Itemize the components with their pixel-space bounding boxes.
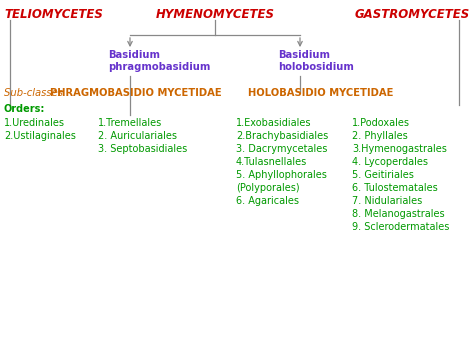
Text: GASTROMYCETES: GASTROMYCETES <box>355 8 470 21</box>
Text: 1.Tremellales: 1.Tremellales <box>98 118 162 128</box>
Text: Orders:: Orders: <box>4 104 46 114</box>
Text: 3. Septobasidiales: 3. Septobasidiales <box>98 144 187 154</box>
Text: Basidium: Basidium <box>278 50 330 60</box>
Text: 8. Melanogastrales: 8. Melanogastrales <box>352 209 445 219</box>
Text: Basidium: Basidium <box>108 50 160 60</box>
Text: HOLOBASIDIO MYCETIDAE: HOLOBASIDIO MYCETIDAE <box>248 88 393 98</box>
Text: 9. Sclerodermatales: 9. Sclerodermatales <box>352 222 449 232</box>
Text: 5. Geitiriales: 5. Geitiriales <box>352 170 414 180</box>
Text: 2. Phyllales: 2. Phyllales <box>352 131 408 141</box>
Text: 2.Brachybasidiales: 2.Brachybasidiales <box>236 131 328 141</box>
Text: holobosidium: holobosidium <box>278 62 354 72</box>
Text: 4. Lycoperdales: 4. Lycoperdales <box>352 157 428 167</box>
Text: 3. Dacrymycetales: 3. Dacrymycetales <box>236 144 328 154</box>
Text: 1.Uredinales: 1.Uredinales <box>4 118 65 128</box>
Text: phragmobasidium: phragmobasidium <box>108 62 210 72</box>
Text: 3.Hymenogastrales: 3.Hymenogastrales <box>352 144 447 154</box>
Text: 2.Ustilaginales: 2.Ustilaginales <box>4 131 76 141</box>
Text: 5. Aphyllophorales: 5. Aphyllophorales <box>236 170 327 180</box>
Text: 4.Tulasnellales: 4.Tulasnellales <box>236 157 307 167</box>
Text: 7. Nidulariales: 7. Nidulariales <box>352 196 422 206</box>
Text: 6. Agaricales: 6. Agaricales <box>236 196 299 206</box>
Text: 2. Auriculariales: 2. Auriculariales <box>98 131 177 141</box>
Text: PHRAGMOBASIDIO MYCETIDAE: PHRAGMOBASIDIO MYCETIDAE <box>50 88 222 98</box>
Text: 6. Tulostematales: 6. Tulostematales <box>352 183 438 193</box>
Text: (Polyporales): (Polyporales) <box>236 183 300 193</box>
Text: HYMENOMYCETES: HYMENOMYCETES <box>155 8 274 21</box>
Text: Sub-classes: Sub-classes <box>4 88 66 98</box>
Text: 1.Exobasidiales: 1.Exobasidiales <box>236 118 311 128</box>
Text: 1.Podoxales: 1.Podoxales <box>352 118 410 128</box>
Text: TELIOMYCETES: TELIOMYCETES <box>4 8 103 21</box>
